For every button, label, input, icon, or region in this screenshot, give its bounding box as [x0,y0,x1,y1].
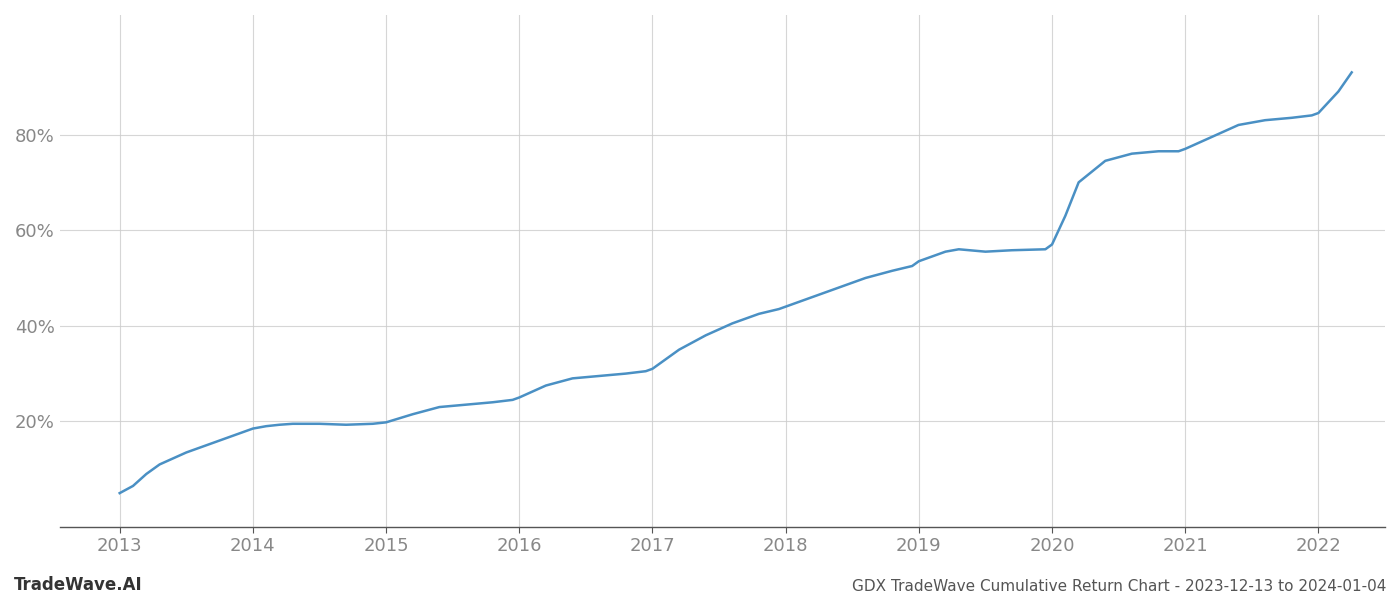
Text: GDX TradeWave Cumulative Return Chart - 2023-12-13 to 2024-01-04: GDX TradeWave Cumulative Return Chart - … [851,579,1386,594]
Text: TradeWave.AI: TradeWave.AI [14,576,143,594]
